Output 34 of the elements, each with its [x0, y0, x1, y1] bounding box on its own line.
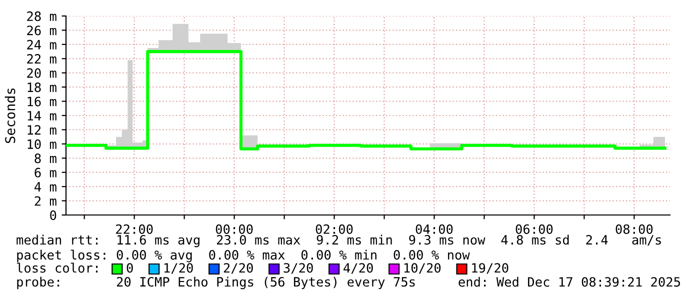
y-tick-label: 14 m	[28, 111, 56, 120]
text: 10/20	[404, 263, 441, 274]
text: 2/20	[224, 263, 253, 274]
x-tick-label: 22:00	[116, 224, 153, 234]
y-tick-label: 0	[50, 210, 56, 220]
text: 3/20	[284, 263, 313, 274]
text: median rtt: 11.6 ms avg 23.0 ms max 9.2 ms min 9.3 ms now 4.8 ms sd 2.4 am/s	[16, 234, 661, 248]
y-tick-label: 18 m	[28, 82, 56, 92]
text: 0	[126, 263, 133, 273]
text: 1/20	[164, 263, 193, 274]
text: end: Wed Dec 17 08:39:21 2025	[458, 276, 680, 287]
y-axis-title: Seconds	[4, 88, 16, 143]
y-tick-label: 2 m	[34, 196, 56, 206]
y-tick-label: 28 m	[27, 11, 56, 22]
text: 4/20	[344, 263, 373, 274]
y-tick-label: 20 m	[27, 68, 56, 78]
x-tick-label: 00:00	[216, 224, 253, 234]
text: probe: 20 ICMP Echo Pings (56 Bytes) every 75s	[17, 276, 415, 290]
text: loss color:	[17, 262, 98, 273]
y-tick-label: 12 m	[28, 125, 56, 135]
x-tick-label: 06:00	[516, 224, 553, 234]
x-tick-label: 04:00	[416, 224, 453, 234]
text: packet loss: 0.00 % avg 0.00 % max 0.00 % min 0.00 % now	[17, 250, 470, 262]
y-tick-label: 26 m	[27, 26, 56, 36]
y-tick-label: 22 m	[27, 54, 56, 64]
y-tick-label: 10 m	[28, 139, 56, 149]
x-tick-label: 02:00	[316, 224, 353, 234]
y-tick-label: 24 m	[27, 40, 56, 50]
y-tick-label: 6 m	[34, 168, 56, 178]
y-tick-label: 4 m	[34, 182, 56, 192]
x-tick-label: 08:00	[616, 224, 653, 234]
y-tick-label: 8 m	[34, 154, 56, 164]
text: 19/20	[472, 263, 508, 274]
y-tick-label: 16 m	[28, 96, 56, 106]
